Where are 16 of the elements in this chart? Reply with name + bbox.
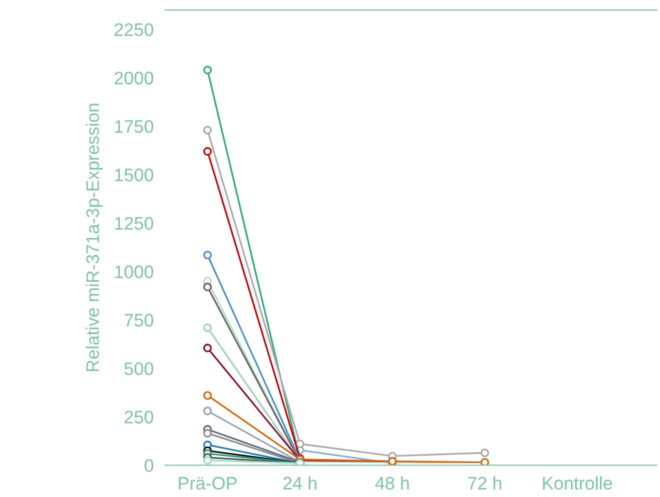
x-tick-label: 72 h <box>468 476 502 490</box>
x-tick-label: Prä-OP <box>178 476 237 490</box>
y-tick-label: 1750 <box>115 120 154 133</box>
y-tick-label: 2000 <box>114 72 154 84</box>
y-tick-label: 2250 <box>114 23 154 36</box>
y-axis-title: Relative miR-371a-3p-Expression <box>86 104 103 372</box>
y-tick-label: 1500 <box>115 168 154 182</box>
y-tick-label: 1000 <box>115 265 154 278</box>
x-tick-label: 24 h <box>283 476 316 490</box>
y-tick-label: 500 <box>124 362 154 376</box>
y-tick-label: 0 <box>144 459 154 472</box>
y-tick-label: 750 <box>124 314 154 327</box>
y-tick-label: 1250 <box>115 216 154 230</box>
y-tick-label: 250 <box>124 410 154 424</box>
x-tick-label: 48 h <box>375 476 409 490</box>
x-tick-label: Kontrolle <box>543 476 612 490</box>
